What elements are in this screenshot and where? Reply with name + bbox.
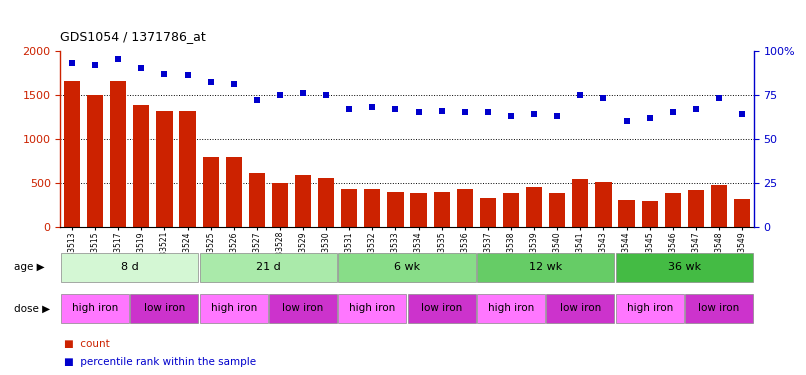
Bar (364, 189, 380, 227)
Text: 8 d: 8 d (121, 261, 139, 272)
Bar (87, 95, 103, 227)
Text: age ▶: age ▶ (14, 262, 44, 272)
Text: 36 wk: 36 wk (667, 261, 701, 272)
Bar (110, 81, 127, 227)
Bar (618, 200, 634, 227)
Bar (711, 186, 727, 227)
Bar (477, 294, 545, 323)
Bar (434, 192, 450, 227)
Bar (546, 294, 614, 323)
Bar (226, 157, 242, 227)
Bar (734, 199, 750, 227)
Text: 6 wk: 6 wk (394, 261, 420, 272)
Bar (200, 253, 337, 282)
Bar (665, 192, 681, 227)
Bar (408, 294, 476, 323)
Bar (688, 190, 704, 227)
Bar (410, 192, 426, 227)
Bar (596, 182, 612, 227)
Text: high iron: high iron (349, 303, 396, 313)
Bar (477, 253, 614, 282)
Bar (480, 198, 496, 227)
Text: high iron: high iron (626, 303, 673, 313)
Bar (64, 81, 80, 227)
Bar (503, 194, 519, 227)
Bar (341, 189, 357, 227)
Text: low iron: low iron (698, 303, 740, 313)
Text: low iron: low iron (559, 303, 601, 313)
Text: dose ▶: dose ▶ (14, 303, 50, 313)
Bar (616, 253, 753, 282)
Bar (200, 294, 268, 323)
Text: low iron: low iron (143, 303, 185, 313)
Text: low iron: low iron (282, 303, 324, 313)
Bar (616, 294, 683, 323)
Bar (339, 294, 406, 323)
Bar (61, 253, 198, 282)
Bar (295, 175, 311, 227)
Text: 21 d: 21 d (256, 261, 280, 272)
Text: ■  count: ■ count (64, 339, 110, 350)
Bar (61, 294, 129, 323)
Bar (549, 194, 565, 227)
Bar (272, 183, 288, 227)
Bar (339, 253, 476, 282)
Text: high iron: high iron (488, 303, 534, 313)
Bar (269, 294, 337, 323)
Bar (685, 294, 753, 323)
Text: high iron: high iron (72, 303, 118, 313)
Text: high iron: high iron (210, 303, 257, 313)
Bar (388, 192, 404, 227)
Bar (572, 179, 588, 227)
Bar (457, 189, 473, 227)
Text: low iron: low iron (421, 303, 463, 313)
Text: 12 wk: 12 wk (529, 261, 563, 272)
Bar (133, 105, 149, 227)
Bar (642, 201, 658, 227)
Bar (202, 157, 218, 227)
Text: GDS1054 / 1371786_at: GDS1054 / 1371786_at (60, 30, 206, 43)
Bar (131, 294, 198, 323)
Bar (249, 173, 265, 227)
Text: ■  percentile rank within the sample: ■ percentile rank within the sample (64, 357, 256, 367)
Bar (180, 111, 196, 227)
Bar (318, 177, 334, 227)
Bar (526, 187, 542, 227)
Bar (156, 111, 172, 227)
